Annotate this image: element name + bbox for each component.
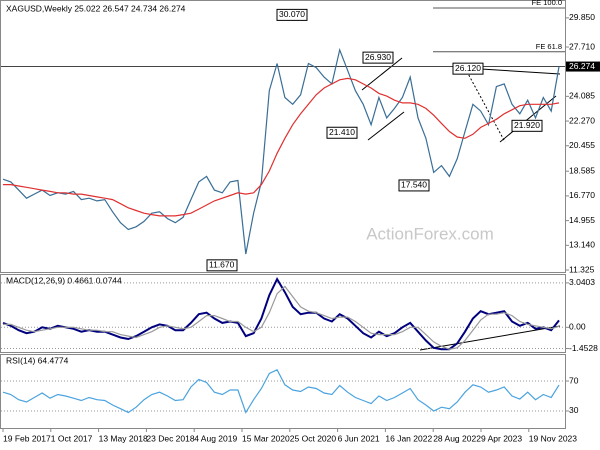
x-tick-label: 19 Nov 2023 [529, 433, 577, 443]
y-tick-label: 18.585 [569, 165, 595, 175]
annotation-box [276, 8, 308, 21]
y-tick-label: 13.140 [569, 240, 595, 250]
y-tick-label: 70 [569, 375, 579, 385]
y-tick-label: 14.955 [569, 215, 595, 225]
indicator-title: RSI(14) 64.4774 [6, 355, 69, 365]
x-tick-label: 13 May 2018 [99, 433, 148, 443]
x-tick-label: 6 Jun 2021 [338, 433, 380, 443]
macd-panel [0, 274, 566, 353]
price-tag-label: 26.274 [569, 61, 595, 71]
x-tick-label: 1 Oct 2017 [51, 433, 93, 443]
x-tick-label: 23 Dec 2018 [146, 433, 194, 443]
annotation-label: 21.920 [514, 120, 540, 130]
y-tick-label: -1.4528 [569, 343, 598, 353]
x-tick-label: 9 Apr 2023 [481, 433, 522, 443]
watermark: ActionForex.com [366, 224, 494, 243]
annotation-label: 11.670 [209, 260, 235, 270]
trend-line [361, 57, 403, 91]
y-tick-label: 20.455 [569, 140, 595, 150]
series-line [2, 47, 560, 255]
y-tick-label: 27.710 [569, 41, 595, 51]
annotation-box [362, 51, 394, 64]
fib-label: FE 100.0 [532, 0, 562, 7]
x-tick-label: 25 Oct 2020 [290, 433, 337, 443]
y-tick-label: 16.770 [569, 190, 595, 200]
x-tick-label: 16 Jan 2022 [385, 433, 432, 443]
y-tick-label: 3.0403 [569, 277, 595, 287]
annotation-label: 30.070 [279, 9, 305, 19]
annotation-label: 26.120 [455, 63, 481, 73]
series-line [3, 285, 560, 350]
annotation-box [398, 179, 430, 192]
rsi-panel [0, 354, 566, 429]
indicator-title: MACD(12,26,9) 0.4661 0.0744 [6, 275, 122, 285]
x-tick-label: 15 Mar 2020 [242, 433, 290, 443]
y-tick-label: 29.850 [569, 12, 595, 22]
trend-line [499, 95, 557, 143]
series-line [3, 77, 560, 217]
trend-line [419, 325, 561, 351]
trend-lines [361, 57, 561, 351]
x-tick-label: 19 Feb 2017 [3, 433, 51, 443]
y-tick-label: 0.00 [569, 322, 586, 332]
fib-label: FE 61.8 [536, 42, 562, 51]
annotation-label: 26.930 [365, 52, 391, 62]
trend-line [464, 67, 506, 143]
series-line [2, 276, 560, 351]
trend-line [367, 111, 405, 141]
y-tick-label: 24.085 [569, 91, 595, 101]
annotation-label: 17.540 [401, 180, 427, 190]
y-tick-label: 30 [569, 405, 579, 415]
price-panel [0, 0, 566, 273]
chart-title: XAGUSD,Weekly 25.022 26.547 24.734 26.27… [6, 3, 186, 13]
y-tick-label: 22.270 [569, 115, 595, 125]
annotation-box [452, 62, 484, 75]
annotation-box [206, 259, 238, 272]
price-tag [566, 61, 600, 72]
annotation-box [511, 119, 543, 132]
annotation-label: 21.410 [329, 127, 355, 137]
annotation-box [326, 126, 358, 139]
x-tick-label: 28 Aug 2022 [433, 433, 481, 443]
x-tick-label: 4 Aug 2019 [194, 433, 237, 443]
series-line [2, 369, 560, 414]
y-tick-label: 11.325 [569, 264, 595, 274]
